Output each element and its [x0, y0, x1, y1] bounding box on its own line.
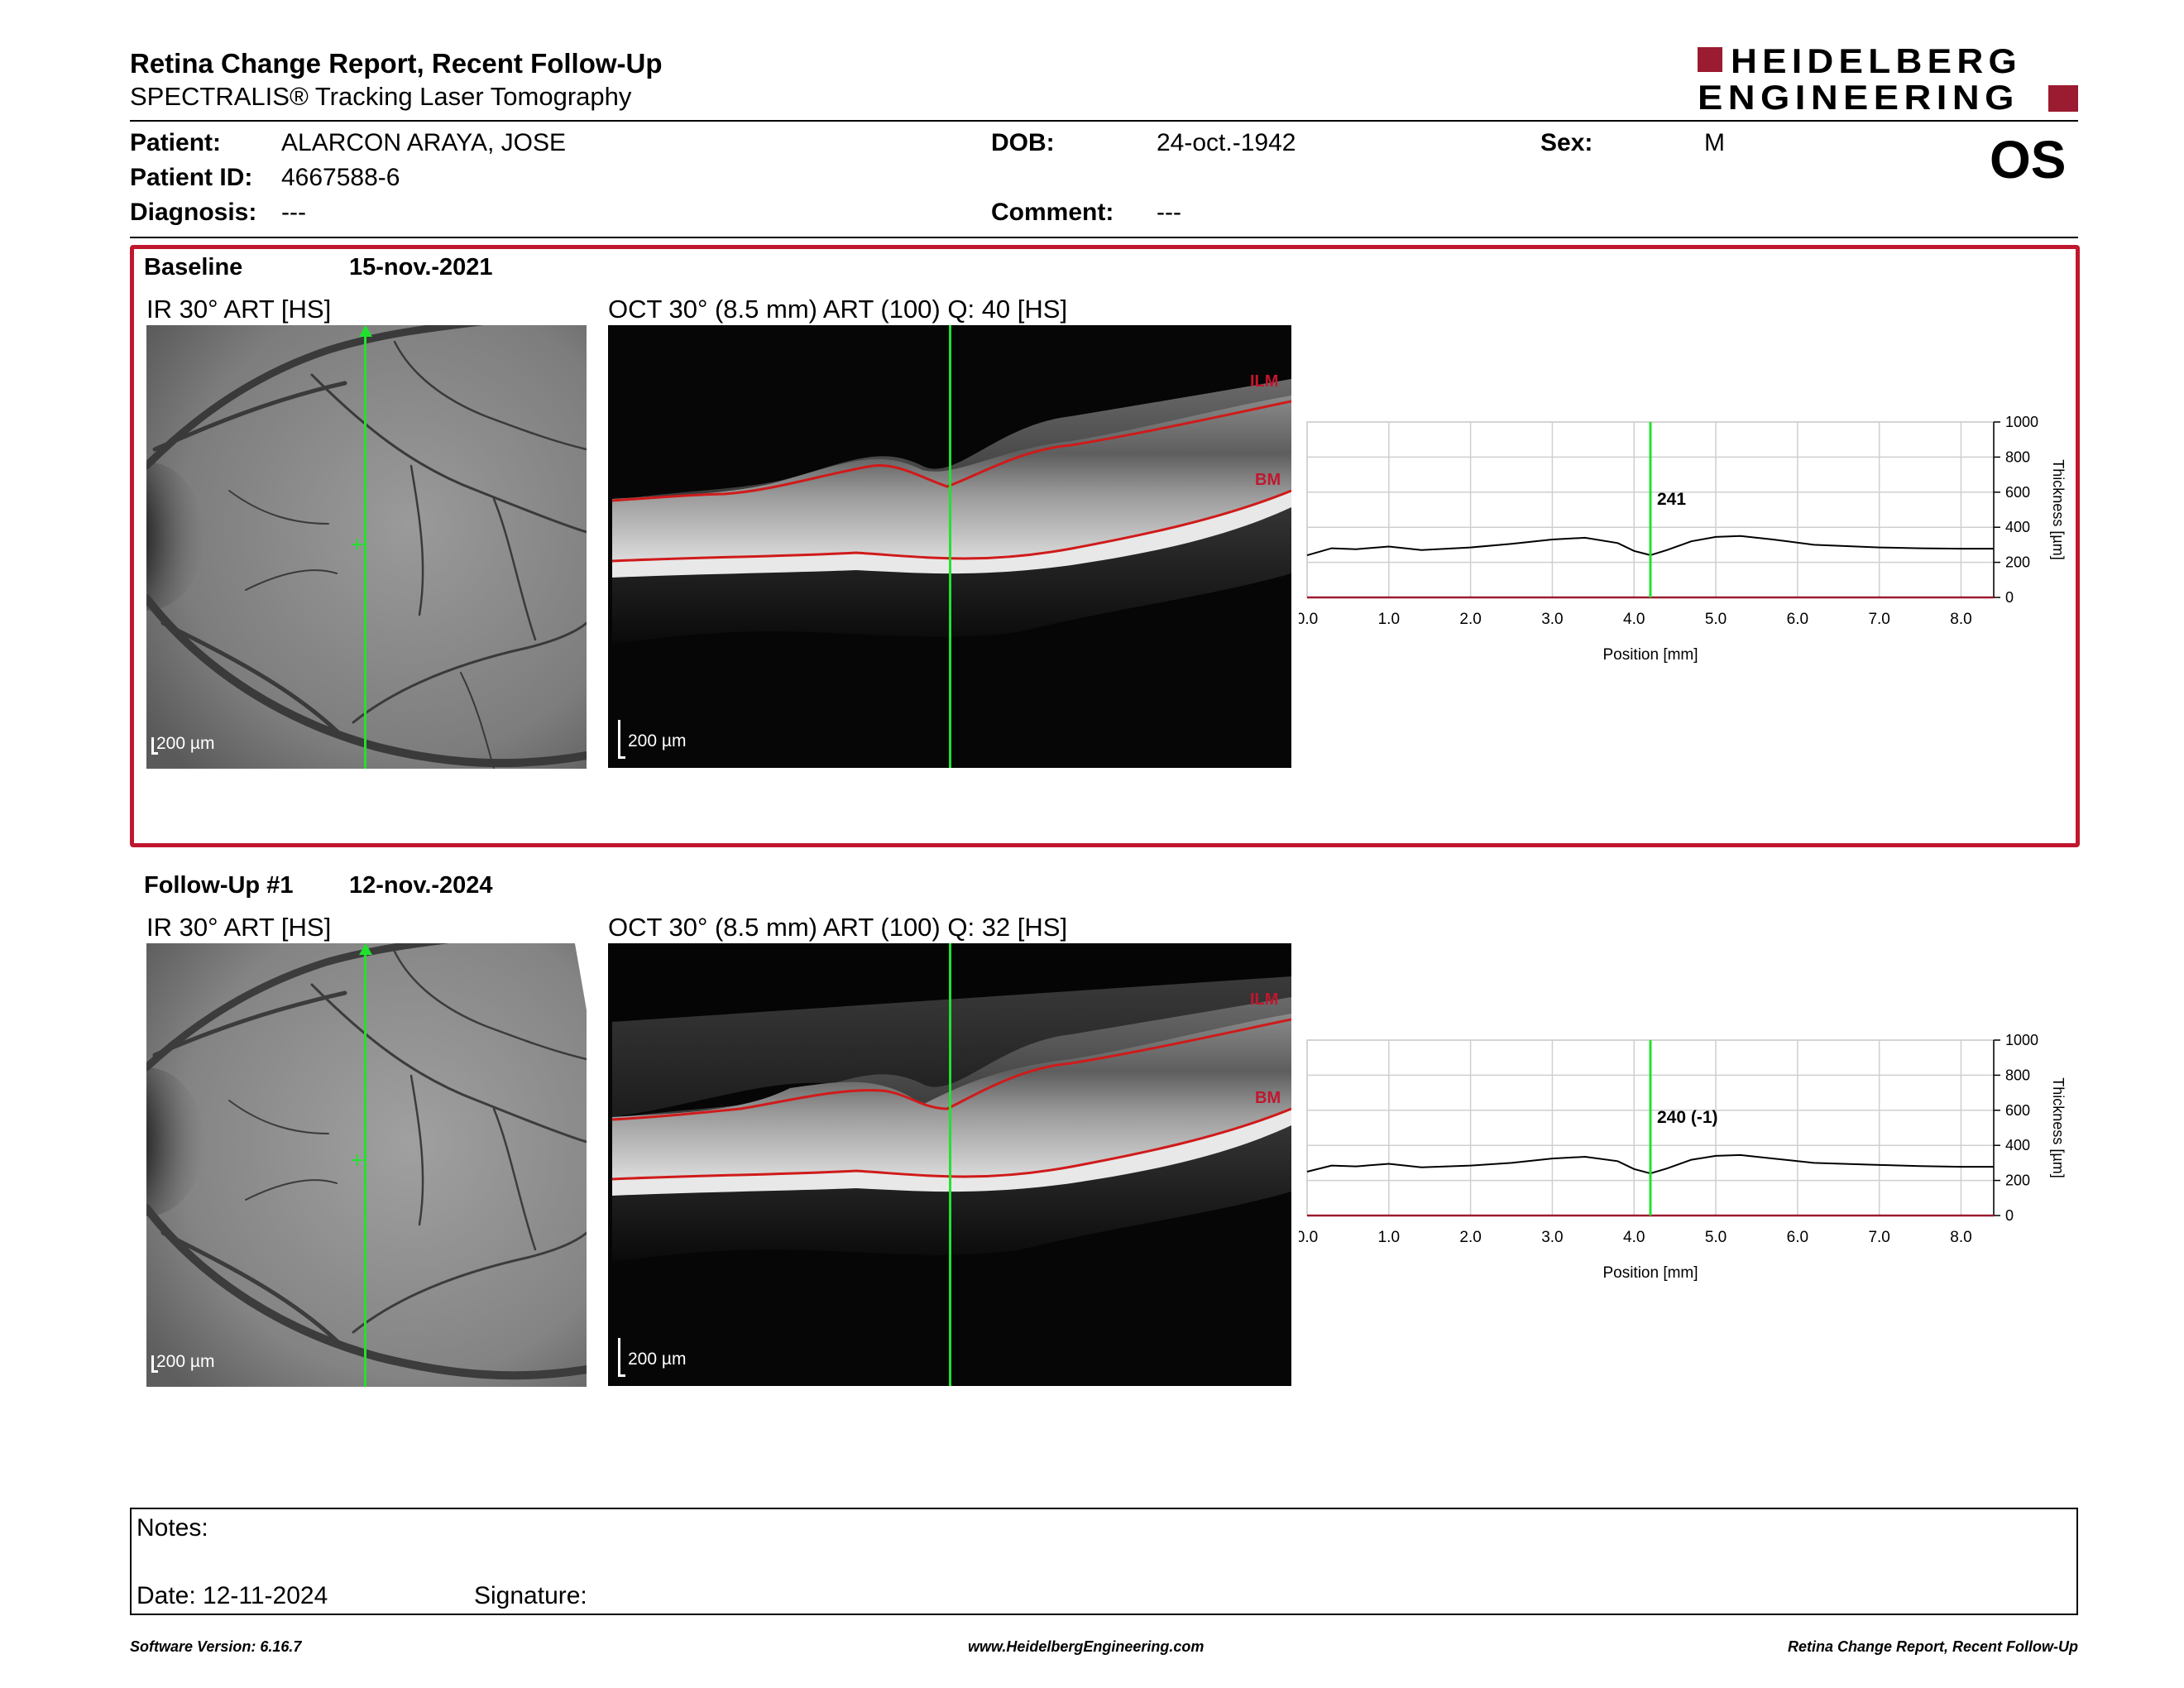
- baseline-thickness-chart[interactable]: 0.0 1.0 2.0 3.0 4.0 5.0 6.0 7.0 8.0 0 200 400 600 800…: [1299, 414, 2076, 679]
- x-tick-label: 5.0: [1705, 611, 1727, 628]
- logo-square-icon: [1698, 47, 1722, 72]
- signature-label: Signature:: [474, 1582, 587, 1609]
- x-tick-label: 2.0: [1459, 1229, 1481, 1246]
- thickness-series-line: [1306, 535, 1994, 557]
- x-tick-label: 4.0: [1623, 1229, 1645, 1246]
- patient-id: 4667588-6: [281, 164, 400, 191]
- bm-label: BM: [1255, 1089, 1281, 1107]
- report-title: Retina Change Report, Recent Follow-Up: [130, 48, 663, 79]
- y-tick-label: 1000: [2005, 414, 2038, 430]
- y-tick-label: 400: [2005, 519, 2030, 535]
- sex-value: M: [1704, 129, 1725, 156]
- x-tick-label: 5.0: [1705, 1229, 1727, 1246]
- followup-date: 12-nov.-2024: [349, 872, 493, 899]
- baseline-ir-fundus-image[interactable]: 200 µm: [146, 325, 587, 769]
- y-tick-label: 600: [2005, 1102, 2030, 1119]
- x-tick-label: 2.0: [1459, 611, 1481, 628]
- sex-label: Sex:: [1540, 129, 1593, 156]
- followup-thickness-chart[interactable]: 0.0 1.0 2.0 3.0 4.0 5.0 6.0 7.0 8.0 0 200 400 600 800…: [1299, 1032, 2076, 1297]
- comment-value: ---: [1157, 199, 1181, 226]
- comment-label: Comment:: [991, 199, 1114, 226]
- x-tick-label: 3.0: [1541, 1229, 1563, 1246]
- x-tick-label: 3.0: [1541, 611, 1563, 628]
- fundus-image-graphic: [146, 325, 587, 769]
- baseline-oct-bscan-image[interactable]: ILM BM 200 µm: [608, 325, 1291, 768]
- ilm-label: ILM: [1250, 372, 1279, 391]
- x-tick-label: 8.0: [1950, 1229, 1971, 1246]
- cursor-value-label: 241: [1657, 490, 1686, 509]
- oct-bscan-graphic: [611, 379, 1291, 644]
- followup-oct-title: OCT 30° (8.5 mm) ART (100) Q: 32 [HS]: [608, 913, 1068, 942]
- scan-line: [364, 945, 366, 1387]
- y-tick-label: 800: [2005, 448, 2030, 465]
- scan-direction-arrow-icon: [359, 943, 372, 955]
- followup-label: Follow-Up #1: [144, 872, 294, 899]
- y-tick-label: 1000: [2005, 1032, 2038, 1048]
- ir-scale-bar: 200 µm: [151, 1352, 215, 1373]
- x-axis-label: Position [mm]: [1602, 1264, 1698, 1282]
- thickness-series-line: [1306, 1153, 1994, 1175]
- notes-box[interactable]: Notes: Date: 12-11-2024 Signature:: [130, 1508, 2078, 1615]
- x-tick-label: 6.0: [1787, 611, 1808, 628]
- dob-value: 24-oct.-1942: [1157, 129, 1296, 156]
- y-tick-label: 0: [2005, 589, 2014, 606]
- footer-website-link[interactable]: www.HeidelbergEngineering.com: [968, 1638, 1205, 1655]
- scan-position-line: [949, 325, 951, 768]
- patient-name: ALARCON ARAYA, JOSE: [281, 129, 566, 156]
- bm-label: BM: [1255, 471, 1281, 489]
- y-tick-label: 800: [2005, 1067, 2030, 1083]
- notes-date: Date: 12-11-2024: [136, 1582, 328, 1609]
- followup-ir-fundus-image[interactable]: 200 µm: [146, 943, 587, 1387]
- x-tick-label: 1.0: [1378, 1229, 1400, 1246]
- scan-position-line: [949, 943, 951, 1386]
- baseline-ir-title: IR 30° ART [HS]: [146, 295, 332, 324]
- followup-ir-title: IR 30° ART [HS]: [146, 913, 332, 942]
- y-tick-label: 400: [2005, 1137, 2030, 1153]
- logo-line1: HEIDELBERG: [1731, 41, 2023, 80]
- x-tick-label: 8.0: [1950, 611, 1971, 628]
- baseline-highlight-frame: [130, 245, 2080, 847]
- fundus-image-graphic: [146, 943, 587, 1387]
- ir-scale-bar: 200 µm: [151, 734, 215, 755]
- header-divider: [130, 120, 2078, 122]
- y-tick-label: 600: [2005, 484, 2030, 501]
- baseline-oct-title: OCT 30° (8.5 mm) ART (100) Q: 40 [HS]: [608, 295, 1068, 324]
- patient-id-label: Patient ID:: [130, 164, 253, 191]
- notes-label: Notes:: [136, 1514, 208, 1542]
- patient-divider: [130, 237, 2078, 238]
- oct-scale-bar: 200 µm: [617, 720, 687, 759]
- diagnosis-label: Diagnosis:: [130, 199, 257, 226]
- x-tick-label: 6.0: [1787, 1229, 1808, 1246]
- dob-label: DOB:: [991, 129, 1055, 156]
- ilm-label: ILM: [1250, 990, 1279, 1009]
- x-tick-label: 7.0: [1868, 611, 1889, 628]
- logo-square-icon: [2048, 85, 2078, 112]
- x-tick-label: 4.0: [1623, 611, 1645, 628]
- scan-line: [364, 327, 366, 769]
- scan-direction-arrow-icon: [359, 325, 372, 337]
- footer-report-name: Retina Change Report, Recent Follow-Up: [1787, 1638, 2078, 1655]
- patient-label: Patient:: [130, 129, 222, 156]
- x-tick-label: 0.0: [1299, 611, 1318, 628]
- y-tick-label: 0: [2005, 1207, 2014, 1224]
- oct-scale-bar: 200 µm: [617, 1338, 687, 1377]
- y-tick-label: 200: [2005, 1172, 2030, 1189]
- x-axis-label: Position [mm]: [1602, 646, 1698, 664]
- cursor-value-label: 240 (-1): [1657, 1108, 1718, 1127]
- x-tick-label: 1.0: [1378, 611, 1400, 628]
- y-tick-label: 200: [2005, 554, 2030, 571]
- diagnosis-value: ---: [281, 199, 306, 226]
- followup-oct-bscan-image[interactable]: ILM BM 200 µm: [608, 943, 1291, 1386]
- logo-line2: ENGINEERING: [1698, 78, 2019, 117]
- eye-indicator: OS: [1990, 130, 2067, 189]
- y-axis-label: Thickness [µm]: [2050, 459, 2067, 559]
- heidelberg-logo: HEIDELBERG ENGINEERING: [1698, 41, 2078, 117]
- baseline-label: Baseline: [144, 254, 243, 281]
- y-axis-label: Thickness [µm]: [2050, 1077, 2067, 1177]
- footer-software-version: Software Version: 6.16.7: [130, 1638, 302, 1655]
- report-subtitle: SPECTRALIS® Tracking Laser Tomography: [130, 82, 632, 111]
- x-tick-label: 7.0: [1868, 1229, 1889, 1246]
- x-tick-label: 0.0: [1299, 1229, 1318, 1246]
- baseline-date: 15-nov.-2021: [349, 254, 493, 281]
